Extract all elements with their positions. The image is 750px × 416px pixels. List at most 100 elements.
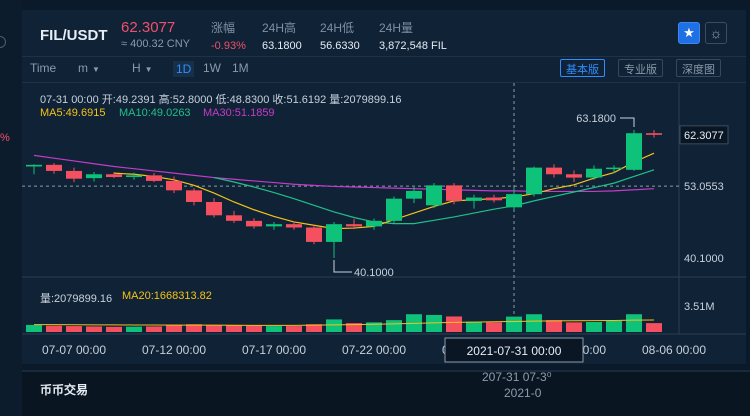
- volume-bar: [46, 325, 62, 332]
- period-1w[interactable]: 1W: [203, 61, 221, 75]
- volume-bar: [466, 321, 482, 332]
- volume-bar: [626, 314, 642, 332]
- ma5-legend: MA5:49.6915: [40, 107, 106, 119]
- volume-bar: [566, 322, 582, 332]
- pair-name: FIL/USDT: [40, 27, 108, 44]
- volume-bar: [646, 323, 662, 332]
- time-button[interactable]: Time: [30, 61, 57, 75]
- volume-bar: [126, 326, 142, 332]
- ticker-header: FIL/USDT 62.3077 ≈ 400.32 CNY 涨幅 -0.93% …: [22, 10, 746, 56]
- volume-bar: [246, 325, 262, 332]
- volume-readout: 量:2079899.16: [40, 293, 113, 305]
- volume-bar: [606, 320, 622, 332]
- candle-body: [46, 164, 62, 171]
- candle-body: [426, 185, 442, 206]
- candle-body: [486, 197, 502, 201]
- volume-bar: [486, 322, 502, 332]
- price-axis-tick: 40.1000: [684, 253, 724, 265]
- volume-bar: [106, 326, 122, 332]
- volume-bar: [226, 325, 242, 332]
- volume-axis-tick: 3.51M: [684, 301, 715, 313]
- divider: [22, 82, 746, 83]
- view-basic-button[interactable]: 基本版: [560, 59, 605, 77]
- interval-toolbar: Time m ▼ H ▼ 1D 1W 1M 基本版 专业版 深度图: [22, 58, 746, 80]
- low-marker-line: [333, 260, 352, 273]
- ma10-legend: MA10:49.0263: [119, 107, 191, 119]
- volume-bar: [66, 326, 82, 332]
- period-1d[interactable]: 1D: [173, 61, 195, 77]
- candle-body: [146, 175, 162, 181]
- minute-select[interactable]: m ▼: [78, 61, 100, 75]
- ma10-line: [213, 169, 655, 225]
- time-axis-tick: 08-06 00:00: [642, 343, 706, 357]
- chart-frame: [22, 10, 746, 364]
- divider: [22, 370, 750, 372]
- volume-bar: [506, 316, 522, 332]
- candle-body: [646, 133, 662, 135]
- period-1m[interactable]: 1M: [232, 61, 249, 75]
- edge-percent: %: [0, 132, 10, 144]
- ghost-tick-label: 2021-0: [504, 386, 542, 400]
- candle-body: [566, 174, 582, 178]
- candle-body: [326, 224, 342, 242]
- candle-body: [386, 198, 402, 221]
- candle-body: [506, 194, 522, 208]
- ma30-line: [33, 154, 655, 193]
- candle-body: [66, 170, 82, 179]
- volume-bar: [286, 326, 302, 332]
- favorite-star-icon[interactable]: ★: [678, 22, 700, 44]
- chevron-down-icon: ▼: [144, 65, 153, 74]
- last-price: 62.3077: [121, 19, 176, 36]
- high-marker-label: 63.1800: [576, 113, 616, 125]
- tab-spot-trading[interactable]: 币币交易: [40, 383, 89, 397]
- time-axis-tick: 07-17 00:00: [242, 343, 306, 357]
- volume-bar: [146, 326, 162, 332]
- candle-body: [226, 215, 242, 221]
- stat-high: 24H高 63.1800: [262, 21, 302, 52]
- theme-toggle-icon[interactable]: ☼: [705, 22, 727, 44]
- volume-bar: [26, 324, 42, 332]
- hour-select[interactable]: H ▼: [132, 61, 153, 75]
- candle-body: [266, 224, 282, 227]
- candle-body: [306, 227, 322, 242]
- high-marker-line: [620, 117, 635, 127]
- candle-body: [186, 190, 202, 202]
- candle-body: [166, 180, 182, 191]
- stat-change: 涨幅 -0.93%: [211, 21, 246, 52]
- volume-bar: [86, 326, 102, 332]
- candle-body: [366, 220, 382, 227]
- divider: [22, 56, 746, 57]
- candle-body: [526, 167, 542, 195]
- volume-bar: [546, 320, 562, 332]
- volume-bar: [266, 326, 282, 332]
- ma20-volume-legend: MA20:1668313.82: [122, 290, 212, 302]
- candle-body: [206, 201, 222, 216]
- candle-body: [286, 224, 302, 228]
- volume-bar: [206, 324, 222, 332]
- ghost-tick-label: 207-31 07-3⁰: [482, 370, 552, 384]
- volume-bar: [526, 314, 542, 332]
- volume-bar: [386, 320, 402, 332]
- crosshair-date-label: 2021-07-31 00:00: [467, 344, 562, 358]
- candle-body: [106, 174, 122, 178]
- stat-low: 24H低 56.6330: [320, 21, 360, 52]
- volume-bar: [186, 324, 202, 332]
- candle-body: [126, 175, 142, 178]
- bottom-panel: 币币交易 207-31 07-3⁰ 2021-0: [22, 370, 750, 416]
- candle-body: [86, 174, 102, 179]
- volume-bar: [346, 323, 362, 332]
- volume-bar: [426, 314, 442, 332]
- volume-bar: [306, 324, 322, 332]
- candle-body: [446, 185, 462, 201]
- candle-body: [546, 167, 562, 175]
- crosshair-price-label: 53.0553: [684, 181, 724, 193]
- view-pro-button[interactable]: 专业版: [618, 59, 663, 77]
- view-depth-button[interactable]: 深度图: [676, 59, 721, 77]
- volume-bar: [586, 322, 602, 332]
- left-edge-panel: %: [0, 0, 22, 416]
- candle-body: [246, 220, 262, 227]
- time-axis-tick: 07-22 00:00: [342, 343, 406, 357]
- candle-body: [606, 167, 622, 170]
- volume-bar: [366, 322, 382, 332]
